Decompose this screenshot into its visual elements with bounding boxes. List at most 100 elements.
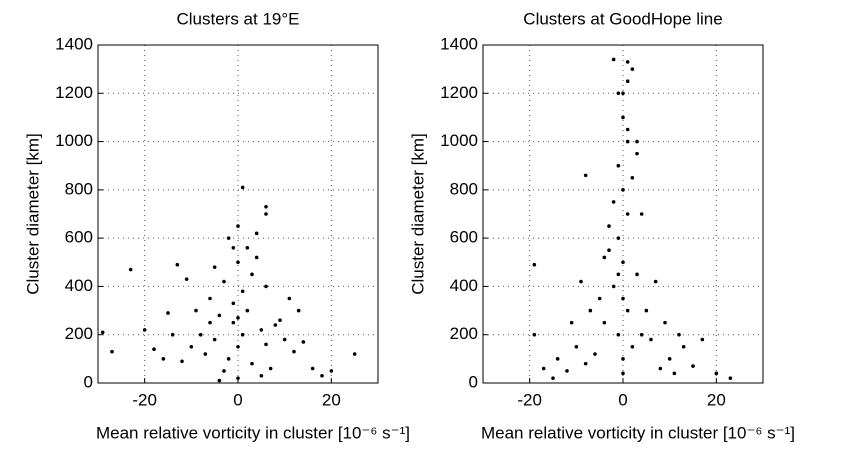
plot-area	[483, 45, 763, 383]
point	[621, 296, 625, 301]
point	[691, 364, 695, 368]
point	[579, 279, 583, 284]
point	[170, 332, 175, 337]
y-tick-label: 1400	[55, 34, 93, 53]
point	[236, 224, 240, 228]
point	[296, 308, 301, 313]
point	[597, 296, 602, 301]
point	[621, 357, 625, 361]
point	[635, 151, 639, 156]
point	[616, 91, 621, 96]
point	[621, 91, 625, 96]
point	[320, 373, 324, 378]
point	[630, 344, 635, 349]
point	[264, 212, 268, 216]
x-tick-label: -20	[517, 390, 542, 409]
point	[625, 308, 630, 313]
x-tick-label: 20	[707, 390, 726, 409]
point	[700, 337, 705, 342]
point	[728, 376, 733, 380]
y-tick-label: 1000	[55, 131, 93, 150]
point	[231, 246, 236, 250]
point	[292, 349, 296, 354]
point	[282, 337, 287, 342]
point	[226, 357, 231, 361]
point	[569, 320, 574, 325]
point	[639, 212, 644, 216]
point	[301, 340, 306, 344]
x-tick-label: 0	[618, 390, 627, 409]
point	[602, 320, 607, 325]
point	[635, 272, 639, 277]
y-tick-label: 0	[469, 372, 478, 391]
point	[268, 366, 273, 371]
point	[175, 262, 180, 267]
point	[166, 311, 170, 315]
x-axis-label: Mean relative vorticity in cluster [10⁻⁶…	[96, 423, 410, 442]
point	[532, 262, 537, 267]
point	[625, 212, 630, 216]
axes-frame	[482, 44, 764, 384]
point	[259, 373, 264, 378]
x-tick-label: -20	[132, 390, 157, 409]
point	[100, 330, 105, 335]
point	[625, 127, 630, 132]
point	[607, 248, 611, 253]
point	[621, 371, 625, 376]
point	[555, 357, 560, 361]
point	[128, 267, 133, 272]
point	[649, 337, 653, 342]
point	[240, 289, 245, 294]
point	[541, 366, 546, 371]
point	[630, 67, 635, 71]
point	[240, 332, 245, 337]
point	[352, 352, 357, 356]
point	[583, 173, 588, 178]
point	[625, 60, 630, 64]
point	[593, 352, 597, 356]
point	[222, 279, 226, 284]
point	[677, 332, 681, 337]
y-tick-label: 800	[450, 179, 478, 198]
point	[250, 361, 254, 366]
point	[152, 347, 156, 352]
y-tick-label: 400	[65, 276, 93, 295]
point	[264, 342, 268, 347]
x-tick-label: 0	[233, 390, 242, 409]
point	[611, 200, 616, 204]
point	[198, 332, 203, 337]
point	[644, 308, 649, 313]
x-tick-label: 20	[322, 390, 341, 409]
point	[714, 371, 719, 376]
point	[616, 272, 621, 277]
point	[616, 332, 621, 337]
point	[217, 313, 222, 318]
point	[681, 344, 686, 349]
point	[240, 185, 245, 190]
point	[329, 369, 334, 373]
point	[184, 277, 189, 281]
point	[621, 188, 625, 192]
axes-frame	[97, 44, 379, 384]
y-tick-label: 1000	[440, 131, 478, 150]
point	[672, 371, 677, 376]
point	[616, 236, 621, 240]
point	[245, 246, 250, 250]
point	[236, 316, 240, 320]
plot-area	[98, 45, 378, 383]
point	[635, 139, 639, 144]
y-tick-label: 1400	[440, 34, 478, 53]
chart-title: Clusters at 19°E	[176, 9, 299, 28]
y-tick-label: 200	[65, 324, 93, 343]
point	[264, 284, 268, 289]
point	[611, 57, 616, 62]
point	[588, 308, 593, 313]
point	[663, 320, 667, 325]
point	[180, 359, 184, 364]
point	[287, 296, 292, 301]
point	[142, 328, 147, 332]
point	[217, 378, 222, 383]
point	[231, 320, 236, 325]
point	[625, 79, 630, 84]
x-axis-label: Mean relative vorticity in cluster [10⁻⁶…	[481, 423, 795, 442]
